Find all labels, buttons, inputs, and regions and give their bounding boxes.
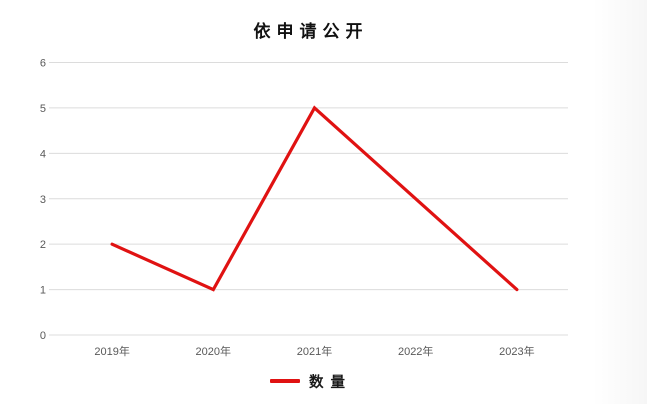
y-tick-label: 6 [40,58,46,70]
y-tick-label: 4 [40,148,46,160]
x-tick-label: 2019年 [94,344,129,358]
legend-line-swatch [270,379,300,383]
series-line [110,105,519,292]
y-tick-label: 2 [40,239,46,251]
y-tick-label: 0 [40,330,46,342]
chart-title: 依申请公开 [253,22,369,42]
y-tick-label: 5 [40,103,46,115]
y-tick-label: 1 [40,285,46,297]
legend-label: 数量 [309,373,352,391]
x-tick-label: 2023年 [499,344,534,358]
y-tick-label: 3 [40,194,46,206]
x-tick-label: 2022年 [398,344,433,358]
x-tick-label: 2020年 [196,344,231,358]
x-tick-label: 2021年 [297,344,332,358]
legend: 数量 [0,369,622,393]
